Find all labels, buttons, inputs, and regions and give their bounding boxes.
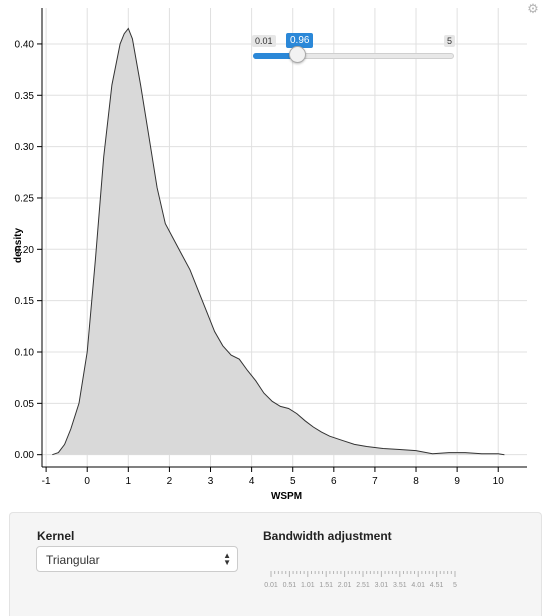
x-tick-label: 10	[493, 476, 505, 487]
x-tick-label: 3	[208, 476, 214, 487]
y-tick-label: 0.40	[15, 39, 35, 50]
y-tick-label: 0.25	[15, 193, 35, 204]
density-plot-svg: -1 0 1 2 3 4 5 6 7 8 9 10 0.00 0.05 0.10 0.15 0.20 0.25 0.…	[13, 8, 527, 502]
x-tick-label: 5	[290, 476, 296, 487]
density-line	[52, 27, 505, 456]
x-tick-label: 6	[331, 476, 337, 487]
x-tick-label: 9	[454, 476, 460, 487]
controls-panel: Kernel Triangular ▲ ▼ Bandwidth adjustmen…	[9, 512, 542, 616]
bandwidth-slider-fill	[253, 53, 297, 59]
y-tick-label: 0.30	[15, 142, 35, 153]
y-tick-label: 0.20	[15, 245, 35, 256]
kernel-select[interactable]: Triangular ▲ ▼	[36, 546, 238, 572]
gear-icon[interactable]: ⚙	[527, 2, 539, 17]
density-area	[52, 28, 505, 455]
x-tick-label: 2	[167, 476, 173, 487]
x-tick-label: 0	[84, 476, 90, 487]
bandwidth-slider-handle[interactable]	[289, 46, 306, 63]
kernel-label: Kernel	[37, 529, 75, 543]
density-plot: -1 0 1 2 3 4 5 6 7 8 9 10 0.00 0.05 0.10 0.15 0.20 0.25 0.…	[13, 2, 539, 503]
x-tick-label: 4	[249, 476, 255, 487]
kernel-selected-value: Triangular	[46, 553, 100, 567]
bandwidth-min-badge: 0.01	[252, 35, 276, 47]
select-arrows-icon: ▲ ▼	[223, 551, 231, 567]
y-tick-label: 0.00	[15, 450, 35, 461]
x-tick-label: 7	[372, 476, 378, 487]
bandwidth-max-badge: 5	[444, 35, 456, 47]
y-tick-label: 0.05	[15, 399, 35, 410]
x-tick-label: -1	[42, 476, 51, 487]
y-axis-title: density	[13, 228, 24, 263]
x-tick-label: 8	[413, 476, 419, 487]
bandwidth-value-badge: 0.96	[286, 33, 314, 48]
bandwidth-label: Bandwidth adjustment	[263, 529, 392, 543]
y-tick-label: 0.35	[15, 91, 35, 102]
y-tick-label: 0.15	[15, 296, 35, 307]
x-axis-title: WSPM	[271, 491, 302, 502]
y-tick-label: 0.10	[15, 347, 35, 358]
x-tick-label: 1	[126, 476, 132, 487]
